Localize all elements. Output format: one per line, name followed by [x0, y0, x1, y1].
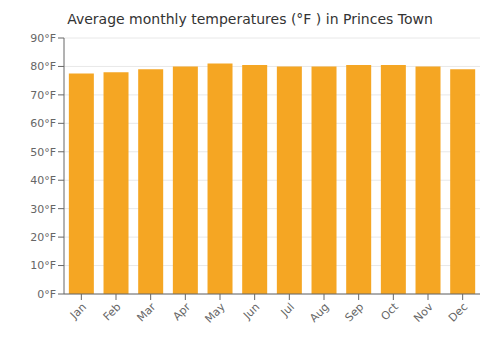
svg-text:50°F: 50°F [30, 146, 56, 159]
svg-text:70°F: 70°F [30, 89, 56, 102]
svg-text:10°F: 10°F [30, 259, 56, 272]
svg-text:Feb: Feb [101, 300, 124, 323]
svg-text:30°F: 30°F [30, 203, 56, 216]
svg-text:Nov: Nov [411, 300, 436, 325]
svg-text:Aug: Aug [307, 300, 331, 324]
svg-text:Sep: Sep [342, 300, 366, 324]
svg-text:Jul: Jul [278, 300, 297, 319]
svg-text:Jun: Jun [240, 300, 262, 322]
html-text:Average monthly temperatures (: Average monthly temperatures (°F ) in Pr… [67, 11, 433, 27]
svg-text:40°F: 40°F [30, 174, 56, 187]
svg-text:Apr: Apr [170, 300, 193, 323]
svg-text:20°F: 20°F [30, 231, 56, 244]
svg-text:Jan: Jan [67, 300, 89, 322]
svg-text:90°F: 90°F [30, 32, 56, 45]
svg-text:Oct: Oct [378, 300, 401, 323]
svg-text:May: May [202, 300, 228, 326]
svg-text:0°F: 0°F [37, 288, 56, 301]
svg-text:80°F: 80°F [30, 60, 56, 73]
svg-text:Dec: Dec [446, 300, 470, 324]
svg-text:Mar: Mar [134, 300, 158, 324]
svg-text:60°F: 60°F [30, 117, 56, 130]
